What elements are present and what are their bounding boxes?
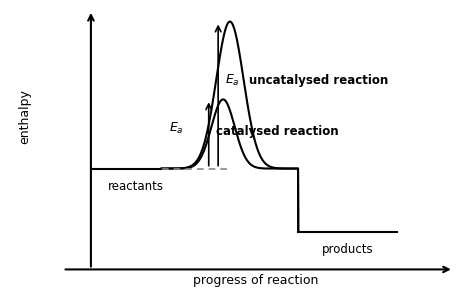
- Text: uncatalysed reaction: uncatalysed reaction: [249, 74, 388, 87]
- Text: catalysed reaction: catalysed reaction: [216, 125, 338, 138]
- Text: $E_a$: $E_a$: [169, 121, 183, 136]
- Text: enthalpy: enthalpy: [18, 89, 31, 144]
- Text: progress of reaction: progress of reaction: [193, 274, 319, 287]
- Text: products: products: [322, 244, 374, 256]
- Text: reactants: reactants: [108, 180, 164, 193]
- Text: $E_a$: $E_a$: [225, 73, 240, 88]
